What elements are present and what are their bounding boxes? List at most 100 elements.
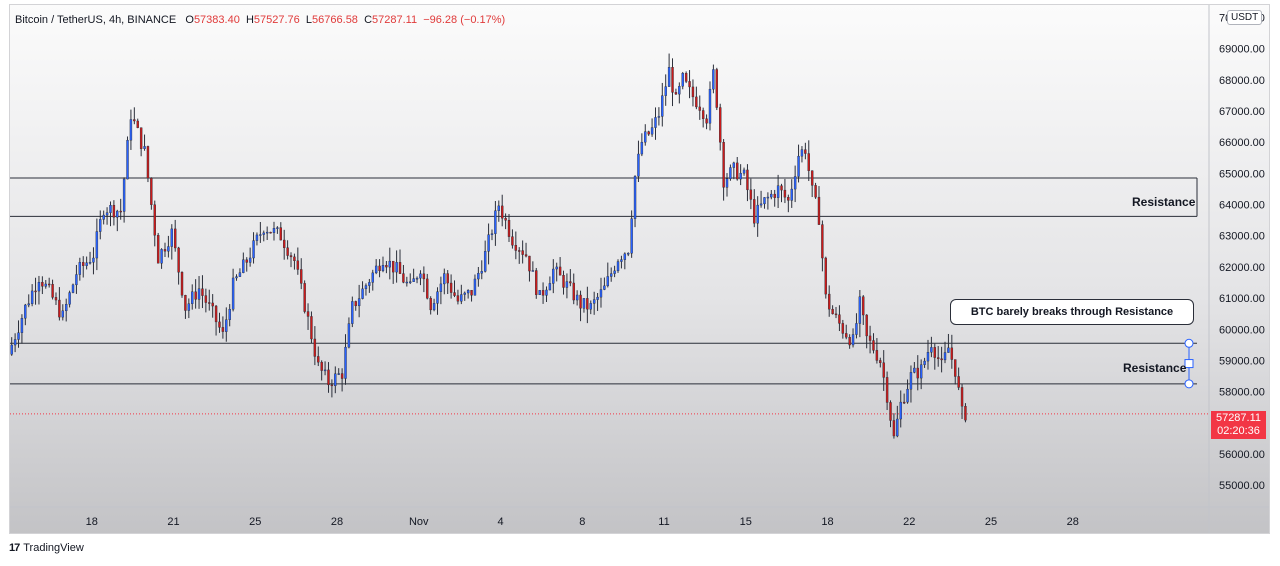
candle-body <box>841 323 845 334</box>
candle-body <box>453 292 456 296</box>
close-label: C <box>364 14 373 26</box>
symbol-title: Bitcoin / TetherUS, 4h, BINANCE <box>15 14 177 26</box>
candle-body <box>592 299 596 304</box>
candle-body <box>211 302 214 307</box>
candle-body <box>184 295 187 311</box>
chart-legend: Bitcoin / TetherUS, 4h, BINANCE O57383.4… <box>15 14 505 26</box>
candle-body <box>88 262 92 264</box>
price-chart[interactable]: 55000.0056000.0057000.0058000.0059000.00… <box>10 5 1269 533</box>
candle-body <box>392 260 395 273</box>
high-value: 57527.76 <box>253 14 300 26</box>
candle-body <box>664 86 667 96</box>
y-tick-label: 68000.00 <box>1219 75 1265 87</box>
candle-body <box>129 119 133 141</box>
candle-body <box>831 308 834 315</box>
candle-body <box>436 291 439 304</box>
candle-body <box>354 301 357 307</box>
candle-body <box>606 276 610 287</box>
candle-body <box>538 290 541 295</box>
candle-body <box>800 149 804 157</box>
candle-body <box>616 261 620 272</box>
candle-body <box>947 347 950 353</box>
candle-body <box>119 210 122 213</box>
candle-body <box>763 197 766 205</box>
candle-body <box>303 283 306 312</box>
candle-body <box>99 219 102 232</box>
candle-body <box>582 298 586 309</box>
candle-body <box>746 169 749 191</box>
candle-body <box>473 278 477 296</box>
candle-body <box>374 265 378 274</box>
candle-body <box>667 67 671 87</box>
candle-body <box>10 344 13 355</box>
candle-body <box>443 273 446 285</box>
candle-body <box>463 292 466 295</box>
candle-body <box>862 296 865 316</box>
resistance-label-lower[interactable]: Resistance <box>1123 361 1187 375</box>
tradingview-watermark[interactable]: 17 TradingView <box>9 542 84 554</box>
candle-body <box>896 418 899 437</box>
candle-body <box>466 289 470 294</box>
candle-body <box>47 283 51 286</box>
candle-body <box>34 290 37 293</box>
resistance-label-upper[interactable]: Resistance <box>1132 195 1196 209</box>
candle-body <box>320 361 323 371</box>
candle-body <box>351 301 354 324</box>
candle-body <box>446 273 449 284</box>
candle-body <box>575 294 579 301</box>
candle-body <box>810 170 814 186</box>
candle-body <box>248 257 252 263</box>
candle-body <box>429 298 432 311</box>
candle-body <box>749 189 753 200</box>
candle-body <box>872 340 875 351</box>
change-value: −96.28 (−0.17%) <box>423 14 506 26</box>
candle-body <box>221 327 225 332</box>
candle-body <box>497 205 501 211</box>
candle-body <box>422 273 426 280</box>
candle-body <box>824 257 828 295</box>
candle-body <box>477 272 480 280</box>
candle-body <box>572 282 575 301</box>
x-tick-label: 28 <box>331 516 343 528</box>
candle-body <box>330 384 334 387</box>
candle-body <box>58 299 61 318</box>
candle-body <box>242 259 245 273</box>
candle-body <box>855 323 858 335</box>
candle-body <box>882 362 885 378</box>
candle-body <box>722 142 725 188</box>
candle-body <box>361 288 364 299</box>
candle-body <box>875 350 879 361</box>
candle-body <box>736 162 739 180</box>
currency-badge[interactable]: USDT <box>1227 10 1263 25</box>
candle-body <box>426 278 429 299</box>
candle-body <box>170 228 173 247</box>
resistance-handle-top <box>1184 338 1194 348</box>
candle-body <box>419 273 422 279</box>
candle-body <box>511 236 514 246</box>
x-tick-label: 25 <box>249 516 261 528</box>
x-tick-label: 21 <box>167 516 179 528</box>
candle-body <box>334 373 337 387</box>
candle-body <box>378 265 381 272</box>
candle-body <box>960 387 964 407</box>
candle-body <box>439 283 443 292</box>
candle-body <box>715 69 719 108</box>
tradingview-brand: TradingView <box>23 542 84 554</box>
candle-body <box>30 290 34 304</box>
candle-body <box>701 110 705 119</box>
candle-body <box>133 119 136 122</box>
candle-body <box>231 277 235 310</box>
candle-body <box>732 162 736 168</box>
chart-frame[interactable]: 55000.0056000.0057000.0058000.0059000.00… <box>9 4 1270 534</box>
annotation-callout[interactable]: BTC barely breaks through Resistance <box>950 299 1194 325</box>
candle-body <box>116 210 119 218</box>
candle-body <box>899 401 902 420</box>
candle-body <box>385 265 388 268</box>
candle-body <box>228 309 231 320</box>
candle-body <box>868 335 872 341</box>
candle-body <box>340 373 344 379</box>
y-tick-label: 61000.00 <box>1219 293 1265 305</box>
candle-body <box>793 176 797 190</box>
candle-body <box>879 360 882 363</box>
candle-body <box>24 304 27 319</box>
